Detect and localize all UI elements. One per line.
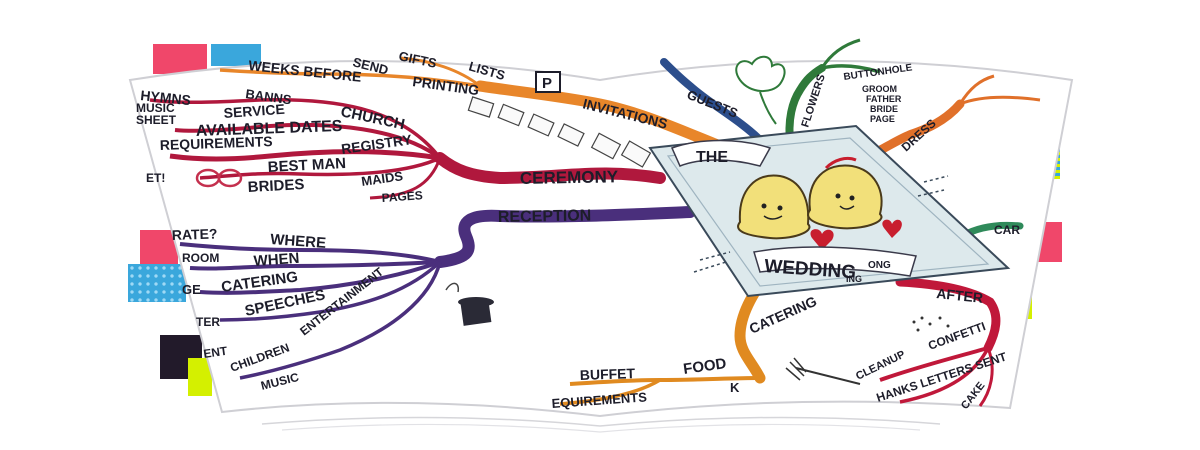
- ceremony-item: BANNS: [245, 86, 293, 107]
- reception-item: TER: [196, 315, 220, 329]
- after-branch-line: [895, 277, 1001, 353]
- tape-pink-left: [140, 230, 178, 270]
- reception-item: ENT: [202, 344, 228, 361]
- ceremony-subline: [174, 122, 442, 160]
- rings-doodle: [217, 168, 243, 188]
- ceremony-item: PAGES: [381, 188, 423, 205]
- ceremony-item: ET!: [146, 171, 165, 185]
- ceremony-item: BEST MAN: [267, 155, 346, 176]
- flowers-subline: [821, 64, 881, 74]
- reception-subline: [199, 260, 441, 295]
- ceremony-item: MUSIC: [136, 101, 175, 115]
- reception-subline: [219, 260, 442, 322]
- ceremony-item: SERVICE: [223, 101, 285, 121]
- reception-subline: [239, 261, 442, 380]
- guests-branch-line: [660, 58, 764, 144]
- reception-subline: [179, 242, 441, 264]
- ceremony-item: MAIDS: [360, 168, 404, 189]
- reception-subline: [189, 260, 441, 271]
- ceremony-subline: [369, 157, 442, 200]
- reception-item: ROOM: [182, 251, 219, 265]
- catering-subline: [559, 378, 661, 406]
- catering-item: EQUIREMENTS: [551, 389, 647, 411]
- invitations-subline: [219, 68, 481, 88]
- reception-label: RECEPTION: [498, 207, 592, 226]
- after-label: AFTER: [936, 285, 984, 306]
- after-subline: [978, 347, 994, 407]
- invitations-branch-line: [474, 80, 726, 152]
- catering-item: FOOD: [682, 355, 727, 378]
- catering-item: K: [730, 380, 740, 395]
- top-hat-doodle: [445, 282, 494, 326]
- center-title-ing: ING: [846, 274, 862, 284]
- ceremony-item: HYMNS: [140, 87, 192, 108]
- ceremony-subline: [199, 156, 441, 180]
- flowers-item: PAGE: [870, 114, 895, 124]
- confetti-doodle: [912, 316, 950, 332]
- invitations-subline: [399, 56, 481, 88]
- tape-dots-left: [128, 264, 186, 302]
- reception-item: WHEN: [253, 250, 300, 270]
- reception-branch-line: [434, 206, 696, 268]
- bells-icon: [737, 156, 902, 250]
- flowers-subline: [820, 38, 861, 69]
- ceremony-item: AVAILABLE DATES: [196, 118, 343, 140]
- ceremony-label: CEREMONY: [520, 167, 619, 188]
- after-subline: [899, 347, 990, 404]
- reception-item: RATE?: [172, 225, 218, 243]
- center-title-the: THE: [696, 149, 728, 166]
- ceremony-item: BRIDES: [247, 176, 304, 196]
- book-page-edge: [281, 423, 921, 433]
- reception-item: GE: [182, 282, 201, 297]
- book-page-edge: [261, 416, 941, 427]
- ceremony-branch-line: [434, 152, 666, 185]
- heart-icon: [882, 219, 902, 238]
- center-title-ong: ONG: [868, 260, 891, 271]
- flowers-item: BRIDE: [870, 104, 898, 114]
- ceremony-item: SHEET: [136, 113, 177, 127]
- center-panel-inner: [666, 137, 990, 287]
- ceremony-item: REQUIREMENTS: [160, 133, 273, 153]
- parking-sign-letter: P: [542, 75, 552, 92]
- center-banner-top: [670, 139, 772, 167]
- parking-sign: [535, 71, 561, 93]
- tulip-doodle: [735, 55, 786, 125]
- envelopes-doodle: [467, 96, 652, 168]
- ceremony-subline: [149, 97, 442, 160]
- after-subline: [879, 346, 989, 382]
- ceremony-subline: [169, 149, 441, 162]
- heart-icon: [810, 229, 834, 250]
- tape-blue-top-left: [211, 44, 261, 66]
- catering-subline: [569, 376, 761, 386]
- central-image: THE WEDDING ONG ING: [648, 124, 1011, 298]
- flowers-item: GROOM: [862, 84, 897, 94]
- reception-item: WHERE: [270, 231, 327, 252]
- catering-item: BUFFET: [580, 365, 636, 383]
- flowers-branch-line: [785, 64, 826, 144]
- cars-label: CAR: [994, 223, 1020, 237]
- flowers-item: FATHER: [866, 94, 902, 104]
- dress-subline: [959, 95, 1041, 106]
- broom-doodle: [785, 357, 861, 385]
- dress-subline: [958, 74, 995, 105]
- center-banner-bottom: [753, 246, 917, 277]
- tape-pink-top-left: [153, 44, 207, 74]
